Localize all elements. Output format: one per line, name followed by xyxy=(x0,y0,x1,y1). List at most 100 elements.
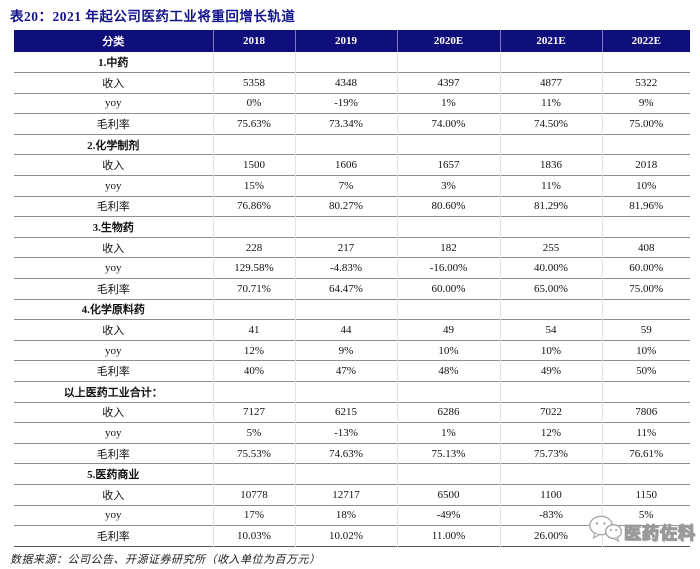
cell-value: 60.00% xyxy=(396,278,500,300)
cell-value: 4348 xyxy=(294,72,397,94)
table-row: 毛利率 70.71% 64.47% 60.00% 65.00% 75.00% xyxy=(14,278,690,300)
empty-cell xyxy=(396,299,500,320)
table-row: 收入 1500 1606 1657 1836 2018 xyxy=(14,154,690,176)
empty-cell xyxy=(294,52,397,73)
cell-value: 129.58% xyxy=(212,257,295,279)
row-label: yoy xyxy=(105,262,122,275)
table-row: 毛利率 75.53% 74.63% 75.13% 75.73% 76.61% xyxy=(14,443,690,464)
cell-value: 18% xyxy=(294,505,397,526)
forecast-table: 分类 2018 2019 2020E 2021E 2022E 1.中药收入 535… xyxy=(14,30,690,547)
row-label: 收入 xyxy=(102,160,125,173)
cell-value: 1150 xyxy=(601,484,690,506)
row-label: yoy xyxy=(105,509,122,522)
cell-value: 47% xyxy=(294,360,397,382)
cell-value: 3% xyxy=(396,175,500,197)
cell-value: 7022 xyxy=(499,402,602,423)
cell-value: 60.00% xyxy=(601,257,690,279)
cell-value: 1500 xyxy=(212,154,295,176)
cell-value: 217 xyxy=(294,237,397,258)
cell-value: 59 xyxy=(601,319,690,341)
cell-value: 4877 xyxy=(499,72,602,94)
cell-value: 5% xyxy=(212,422,295,444)
column-header-2022e: 2022E xyxy=(601,30,690,52)
cell-value: 10.02% xyxy=(294,525,397,547)
row-label: 毛利率 xyxy=(96,283,130,296)
cell-value: 2018 xyxy=(601,154,690,176)
empty-cell xyxy=(212,52,295,73)
row-label: 收入 xyxy=(102,407,125,420)
cell-value: 1657 xyxy=(396,154,500,176)
section-title: 2.化学制剂 xyxy=(87,139,140,152)
table-row: 收入 10778 12717 6500 1100 1150 xyxy=(14,484,690,506)
section-row: 1.中药 xyxy=(14,52,690,73)
table-row: 毛利率 76.86% 80.27% 80.60% 81.29% 81.96% xyxy=(14,196,690,217)
cell-value: 74.00% xyxy=(396,113,500,135)
cell-value: 75.63% xyxy=(212,113,295,135)
column-header-2021e: 2021E xyxy=(499,30,602,52)
cell-value: 1% xyxy=(396,93,500,114)
empty-cell xyxy=(212,216,295,238)
cell-value: -83% xyxy=(499,505,602,526)
row-label: 毛利率 xyxy=(96,530,130,543)
cell-value: 40.00% xyxy=(499,257,602,279)
table-row: 毛利率 40% 47% 48% 49% 50% xyxy=(14,360,690,382)
table-row: yoy 12% 9% 10% 10% 10% xyxy=(14,340,690,361)
column-header-category: 分类 xyxy=(102,36,125,48)
table-row: yoy 0% -19% 1% 11% 9% xyxy=(14,93,690,114)
row-label: 毛利率 xyxy=(96,448,130,461)
cell-value: 76.86% xyxy=(212,196,295,217)
cell-value: 12% xyxy=(499,422,602,444)
cell-value: 15% xyxy=(212,175,295,197)
cell-value: 44 xyxy=(294,319,397,341)
table-row: yoy 15% 7% 3% 11% 10% xyxy=(14,175,690,197)
section-title: 5.医药商业 xyxy=(87,469,140,482)
cell-value: 408 xyxy=(601,237,690,258)
section-row: 2.化学制剂 xyxy=(14,134,690,155)
section-title: 3.生物药 xyxy=(92,222,134,235)
cell-value: 4397 xyxy=(396,72,500,94)
cell-value: 26.00% xyxy=(499,525,602,547)
empty-cell xyxy=(601,216,690,238)
cell-value: 5% xyxy=(601,505,690,526)
cell-value: 6500 xyxy=(396,484,500,506)
table-header-row: 分类 2018 2019 2020E 2021E 2022E xyxy=(14,30,690,52)
cell-value: 73.34% xyxy=(294,113,397,135)
empty-cell xyxy=(212,299,295,320)
empty-cell xyxy=(499,463,602,485)
row-label: yoy xyxy=(105,344,122,357)
table-row: 收入 228 217 182 255 408 xyxy=(14,237,690,258)
cell-value: -4.83% xyxy=(294,257,397,279)
cell-value: 75.73% xyxy=(499,443,602,464)
cell-value: 81.96% xyxy=(601,196,690,217)
cell-value: 75.53% xyxy=(212,443,295,464)
cell-value: 49 xyxy=(396,319,500,341)
column-header-2020e: 2020E xyxy=(396,30,500,52)
cell-value: 10% xyxy=(601,175,690,197)
cell-value: 9% xyxy=(294,340,397,361)
cell-value: 255 xyxy=(499,237,602,258)
section-title: 4.化学原料药 xyxy=(81,304,145,317)
cell-value: 6215 xyxy=(294,402,397,423)
cell-value: 75.00% xyxy=(601,113,690,135)
cell-value: 5358 xyxy=(212,72,295,94)
cell-value: 228 xyxy=(212,237,295,258)
cell-value: 6286 xyxy=(396,402,500,423)
cell-value: 7% xyxy=(294,175,397,197)
section-row: 以上医药工业合计： xyxy=(14,381,690,403)
table-row: 收入 7127 6215 6286 7022 7806 xyxy=(14,402,690,423)
wechat-icon xyxy=(588,515,623,547)
row-label: 收入 xyxy=(102,325,125,338)
cell-value: 10.03% xyxy=(212,525,295,547)
empty-cell xyxy=(499,299,602,320)
cell-value: 74.63% xyxy=(294,443,397,464)
cell-value: 49% xyxy=(499,360,602,382)
cell-value: -16.00% xyxy=(396,257,500,279)
cell-value: 75.00% xyxy=(601,278,690,300)
empty-cell xyxy=(212,463,295,485)
row-label: yoy xyxy=(105,426,122,439)
section-row: 5.医药商业 xyxy=(14,463,690,485)
row-label: 毛利率 xyxy=(96,366,130,379)
cell-value: 1100 xyxy=(499,484,602,506)
cell-value: 10778 xyxy=(212,484,295,506)
section-row: 4.化学原料药 xyxy=(14,299,690,320)
